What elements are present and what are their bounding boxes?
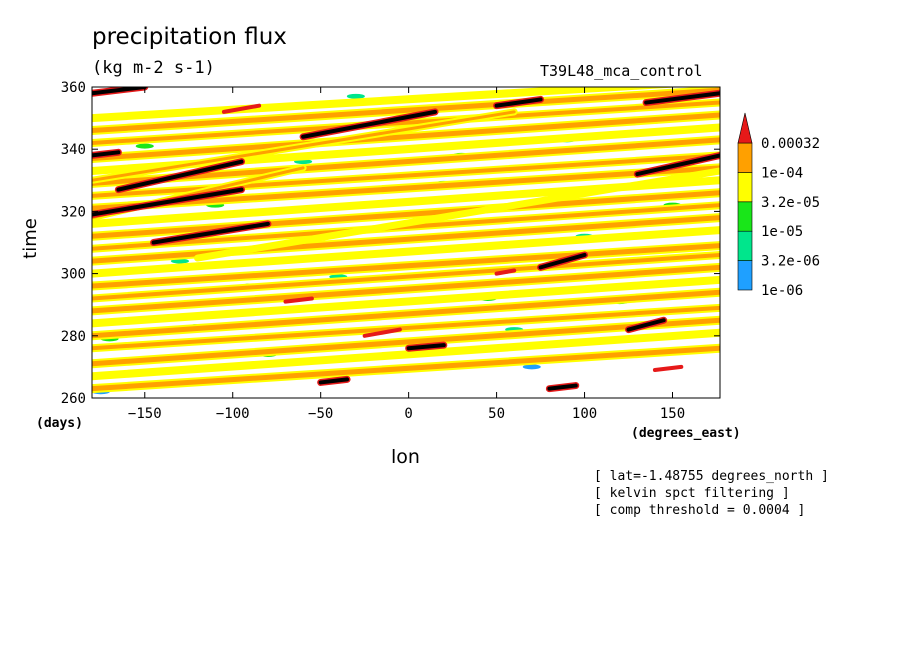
precip-band [92, 112, 720, 162]
annotation-latitude: [ lat=-1.48755 degrees_north ] [594, 469, 829, 484]
y-tick-label: 280 [61, 329, 86, 345]
colorbar-label: 0.00032 [761, 136, 820, 152]
y-tick-label: 300 [61, 267, 86, 283]
y-tick-label: 340 [61, 142, 86, 158]
colorbar-label: 1e-06 [761, 283, 803, 299]
precip-extreme-segment [494, 97, 543, 108]
precip-extreme-segment [406, 343, 446, 351]
x-tick-label: 0 [404, 406, 412, 422]
precip-band [92, 317, 720, 367]
precip-band [92, 243, 720, 289]
precip-extreme-segment [92, 150, 121, 158]
colorbar-box [737, 260, 753, 291]
colorbar-label: 1e-04 [761, 165, 803, 181]
precip-band [92, 305, 720, 351]
colorbar-label: 3.2e-06 [761, 254, 820, 270]
colorbar-box [737, 142, 753, 173]
x-tick-label: 150 [660, 406, 685, 422]
precip-band [92, 252, 720, 301]
colorbar-box [737, 201, 753, 232]
precip-high-segment [652, 364, 684, 373]
precip-band [92, 110, 516, 182]
precip-band [92, 190, 720, 239]
x-axis-units: (degrees_east) [631, 426, 741, 441]
precip-extreme-segment [644, 91, 720, 105]
x-tick-label: −100 [216, 406, 250, 422]
precip-band [92, 228, 720, 276]
precip-speckle [522, 364, 541, 370]
plot-frame [91, 86, 721, 399]
precip-band [92, 203, 720, 251]
precip-high-segment [362, 327, 402, 338]
precip-band [92, 165, 720, 211]
precip-band [92, 264, 720, 314]
precip-band [92, 330, 720, 379]
precip-extreme-segment [116, 159, 244, 192]
chart-title: precipitation flux [92, 24, 287, 50]
x-tick-label: 100 [572, 406, 597, 422]
y-tick-label: 260 [61, 391, 86, 407]
chart-units: (kg m-2 s-1) [92, 58, 215, 78]
annotation-filtering: [ kelvin spct filtering ] [594, 486, 790, 501]
precip-extreme-segment [92, 187, 244, 217]
annotation-block: [ lat=-1.48755 degrees_north ] [ kelvin … [594, 468, 829, 519]
precip-band [196, 169, 720, 260]
precip-band [92, 153, 720, 198]
precip-extreme-segment [318, 377, 350, 385]
x-tick-label: 50 [488, 406, 505, 422]
precip-band [92, 87, 720, 134]
y-tick-label: 320 [61, 204, 86, 220]
precip-extreme-segment [92, 87, 147, 96]
plot-field [92, 87, 720, 395]
precip-high-segment [494, 268, 517, 276]
colorbar-over-triangle [737, 112, 753, 144]
x-axis-label: lon [391, 446, 420, 468]
precip-band [92, 100, 720, 145]
colorbar-label: 3.2e-05 [761, 195, 820, 211]
precip-extreme-segment [151, 221, 270, 245]
run-name: T39L48_mca_control [540, 62, 703, 80]
precip-band [92, 215, 720, 264]
precip-band [92, 277, 720, 326]
precip-extreme-segment [635, 153, 720, 177]
precip-high-segment [221, 103, 262, 114]
precip-speckle [346, 93, 365, 99]
precip-extreme-segment [626, 318, 666, 332]
colorbar-box [737, 172, 753, 203]
precip-speckle [135, 143, 154, 149]
precip-speckle [170, 258, 189, 264]
annotation-threshold: [ comp threshold = 0.0004 ] [594, 503, 806, 518]
precip-band [92, 137, 720, 186]
y-tick-label: 360 [61, 80, 86, 96]
y-axis-units: (days) [36, 416, 83, 431]
x-tick-label: −50 [308, 406, 333, 422]
precip-extreme-segment [547, 383, 578, 391]
colorbar-box [737, 230, 753, 261]
precip-extreme-segment [538, 252, 587, 270]
precip-band [92, 87, 650, 121]
precip-band [92, 289, 720, 339]
x-tick-label: −150 [128, 406, 162, 422]
precip-extreme-segment [301, 109, 438, 139]
precip-band [92, 345, 720, 392]
colorbar-label: 1e-05 [761, 224, 803, 240]
precip-high-segment [283, 296, 314, 304]
